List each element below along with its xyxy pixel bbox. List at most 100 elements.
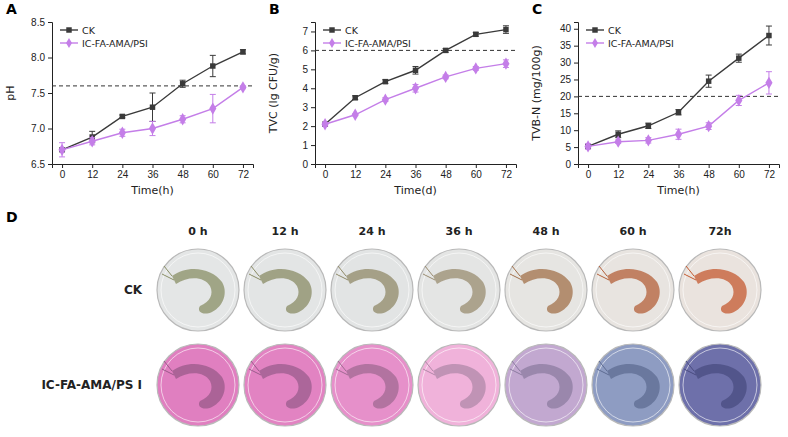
tick-label: 5 [302, 64, 308, 75]
tick-label: 24 [380, 169, 392, 180]
tick-mark [574, 130, 578, 131]
y-axis: 01234567 [302, 23, 315, 170]
tick: 24 [643, 164, 655, 180]
tick-label: 72 [764, 169, 776, 180]
tick: 20 [560, 91, 578, 102]
shrimp-antenna [684, 266, 696, 280]
point [412, 82, 419, 94]
petri-dish [679, 249, 761, 331]
threshold-line [315, 50, 516, 51]
tick-mark [311, 31, 315, 32]
shrimp [694, 269, 747, 314]
column-label: 60 h [620, 225, 647, 238]
tick: 24 [380, 164, 392, 180]
point [502, 57, 509, 69]
column-label: 12 h [272, 225, 299, 238]
panel-label: A [6, 1, 17, 17]
tick: 5 [565, 142, 578, 153]
column-label: 36 h [446, 225, 473, 238]
tick-mark [311, 88, 315, 89]
shrimp [694, 364, 747, 409]
tick-label: 12 [613, 169, 625, 180]
panel: B012243648607201234567CKIC-FA-AMA/PSITim… [267, 1, 517, 197]
axis-line [316, 165, 517, 169]
point [443, 48, 448, 53]
shrimp-antenna [336, 266, 348, 280]
point [179, 113, 186, 125]
tick-label: 60 [208, 169, 220, 180]
data-area [315, 26, 516, 131]
legend-label: IC-FA-AMA/PSI [82, 38, 148, 49]
tick-label: 1 [302, 140, 308, 151]
legend-item: CK [323, 25, 359, 36]
x-axis: 0122436486072 [579, 164, 780, 180]
tick-label: 7 [302, 26, 308, 37]
petri-dish [331, 344, 413, 426]
tick: 24 [117, 164, 129, 180]
point [736, 55, 741, 60]
tick: 72 [764, 164, 776, 180]
point [58, 144, 65, 156]
legend-marker [592, 38, 598, 48]
y-axis: 6.57.07.58.08.5 [31, 17, 52, 170]
point [676, 110, 681, 115]
tick-mark [48, 93, 52, 94]
tick-mark [574, 63, 578, 64]
legend-marker [66, 27, 71, 32]
petri-dish [418, 249, 500, 331]
legend-label: CK [82, 25, 96, 36]
point [675, 128, 682, 140]
tick: 0 [586, 164, 592, 180]
legend-item: IC-FA-AMA/PSI [60, 38, 148, 49]
tick-label: 7.5 [31, 88, 45, 99]
legend-label: CK [608, 25, 622, 36]
tick-mark [243, 164, 244, 168]
tick-label: 24 [643, 169, 655, 180]
tick-label: 0 [302, 159, 308, 170]
tick: 0 [302, 159, 315, 170]
tick: 36 [410, 164, 422, 180]
tick-mark [385, 164, 386, 168]
error-bar [676, 110, 682, 115]
tick: 5 [302, 64, 315, 75]
shrimp-antenna [510, 266, 522, 280]
dish-rim [596, 348, 670, 422]
data-area [578, 26, 779, 153]
error-bar [645, 123, 651, 128]
petri-dish [157, 344, 239, 426]
tick: 6.5 [31, 159, 52, 170]
dish [505, 249, 587, 331]
tick-mark [739, 164, 740, 168]
tick: 60 [471, 164, 483, 180]
point [646, 123, 651, 128]
tick-label: 0 [565, 159, 571, 170]
x-axis-title: Time(h) [656, 184, 699, 197]
data-area [52, 49, 253, 157]
shrimp-antenna [597, 266, 609, 280]
x-axis: 0122436486072 [316, 164, 517, 180]
tick-label: 60 [471, 169, 483, 180]
tick-label: 24 [117, 169, 129, 180]
dish [592, 344, 674, 426]
threshold-line [52, 85, 253, 86]
dish [592, 249, 674, 331]
tick-label: 48 [178, 169, 190, 180]
dish [331, 344, 413, 426]
tick-mark [92, 164, 93, 168]
series-line [588, 83, 769, 147]
tick-label: 12 [350, 169, 362, 180]
point [209, 102, 216, 114]
point [150, 104, 155, 109]
point [705, 120, 712, 132]
panel-label: D [6, 209, 18, 225]
panel: A01224364860726.57.07.58.08.5CKIC-FA-AMA… [4, 1, 254, 197]
tick-label: 2 [302, 121, 308, 132]
dish [244, 249, 326, 331]
legend-label: CK [345, 25, 359, 36]
panel-label: C [532, 1, 542, 17]
error-bar [382, 80, 388, 84]
shrimp-antenna [249, 266, 261, 280]
tick-mark [311, 50, 315, 51]
tick-mark [618, 164, 619, 168]
axis-line [53, 165, 254, 169]
